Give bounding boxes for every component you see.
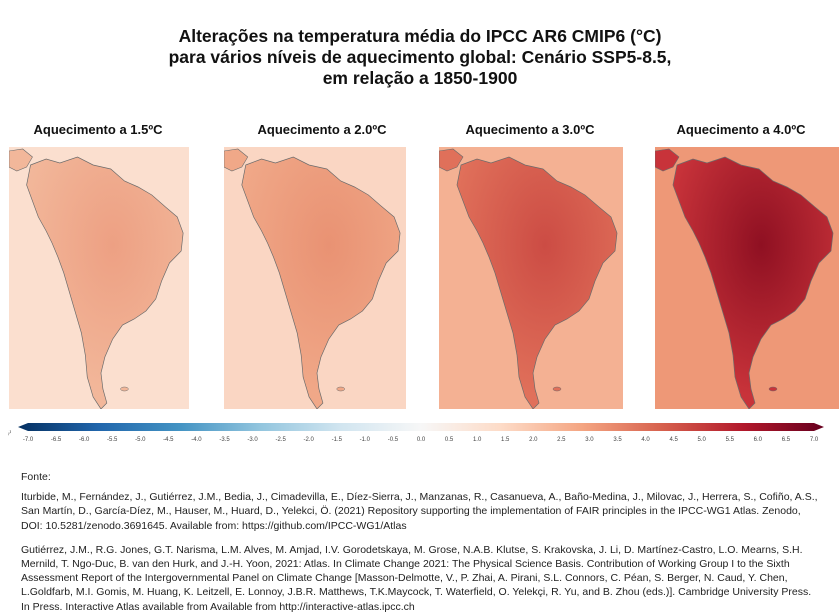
sources-block: Fonte: Iturbide, M., Fernández, J., Guti… [21,470,821,614]
central-america-land [655,148,680,172]
colorbar-tick-label: -2.5 [275,437,286,442]
map-2-graphic [224,147,406,409]
colorbar-tick-label: -4.0 [191,437,202,442]
colorbar-tick-label: -7.0 [23,437,34,442]
colorbar-tick-label: -6.0 [79,437,90,442]
colorbar-tick-label: 2.0 [529,437,538,442]
colorbar-tick-label: 3.5 [613,437,622,442]
map-1-graphic [9,147,189,409]
title-line-2: para vários níveis de aquecimento global… [168,47,672,67]
colorbar-tick-label: -5.5 [107,437,118,442]
sources-label: Fonte: [21,471,51,483]
south-america-land [26,156,184,409]
colorbar-tick-label: -6.5 [51,437,62,442]
colorbar-tick-label: -1.0 [360,437,371,442]
colorbar-tick-label: 3.0 [585,437,594,442]
panel-label-3: Aquecimento a 3.0ºC [465,122,595,137]
colorbar-tick-label: 1.5 [501,437,510,442]
colorbar-scale: °C -7.0 -6.5 -6.0 -5.5 -5.0 -4.5 -4.0 -3.5 -3.0 -2… [7,423,824,443]
falkland-islands [120,386,129,392]
colorbar-tick-label: 2.5 [557,437,566,442]
colorbar-tick-label: 7.0 [810,437,819,442]
colorbar-tick-label: -5.0 [135,437,146,442]
map-3-graphic [439,147,623,409]
colorbar-tick-label: -4.5 [163,437,174,442]
colorbar-gradient [18,423,824,431]
colorbar-tick-label: -3.0 [247,437,258,442]
map-panel-2 [224,147,406,409]
colorbar-tick-label: 1.0 [473,437,482,442]
colorbar-tick-label: 6.5 [782,437,791,442]
chart-title: Alterações na temperatura média do IPCC … [0,26,840,89]
central-america-land [439,148,464,172]
map-panel-4 [655,147,839,409]
falkland-islands [552,386,562,392]
title-line-1: Alterações na temperatura média do IPCC … [178,26,662,46]
colorbar-unit: °C [8,430,13,436]
colorbar-tick-label: -3.5 [219,437,230,442]
south-america-land [456,156,618,409]
map-4-graphic [655,147,839,409]
reference-2: Gutiérrez, J.M., R.G. Jones, G.T. Narism… [21,543,812,613]
panel-label-1: Aquecimento a 1.5ºC [33,122,163,137]
colorbar-tick-label: 0.0 [417,437,426,442]
colorbar-tick-label: -1.5 [332,437,343,442]
colorbar-tick-label: 5.0 [698,437,707,442]
map-panel-3 [439,147,623,409]
panel-label-4: Aquecimento a 4.0ºC [676,122,806,137]
title-line-3: em relação a 1850-1900 [322,68,518,88]
panel-label-2: Aquecimento a 2.0ºC [257,122,387,137]
colorbar-tick-label: -0.5 [388,437,399,442]
colorbar-tick-label: 4.5 [669,437,678,442]
south-america-land [241,156,401,409]
central-america-land [9,148,33,172]
map-panel-1 [9,147,189,409]
reference-1: Iturbide, M., Fernández, J., Gutiérrez, … [21,491,818,532]
colorbar: °C -7.0 -6.5 -6.0 -5.5 -5.0 -4.5 -4.0 -3.5 -3.0 -2… [7,422,832,443]
colorbar-tick-label: -2.0 [304,437,315,442]
south-america-land [672,156,834,409]
central-america-land [224,148,249,172]
falkland-islands [768,386,778,392]
colorbar-tick-label: 6.0 [754,437,763,442]
colorbar-tick-label: 0.5 [445,437,454,442]
colorbar-tick-label: 4.0 [641,437,650,442]
falkland-islands [336,386,345,392]
colorbar-tick-label: 5.5 [726,437,735,442]
